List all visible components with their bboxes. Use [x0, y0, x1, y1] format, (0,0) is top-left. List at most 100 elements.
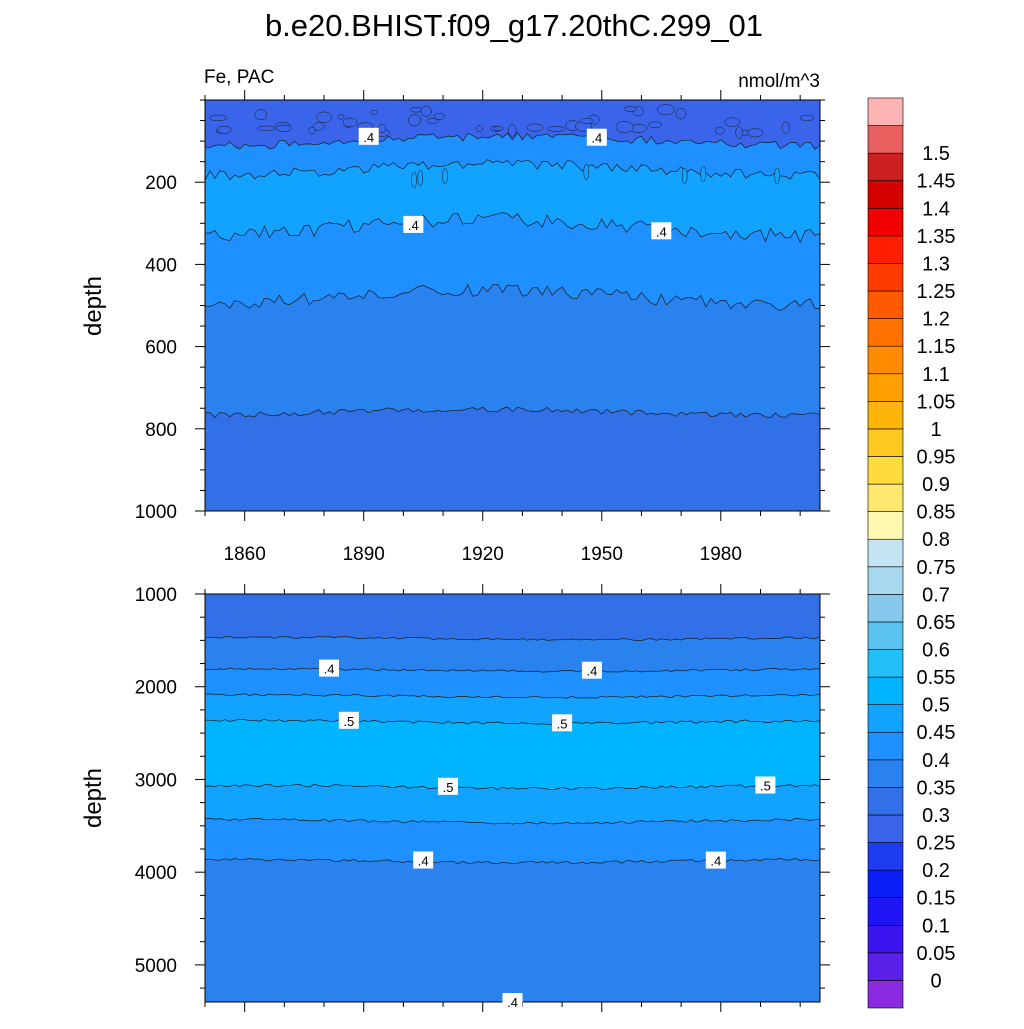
colorbar-swatch	[867, 980, 904, 1009]
contour-label-box	[705, 851, 726, 869]
colorbar-tick-label: 0.8	[922, 529, 950, 551]
surface-contour-blob	[781, 121, 790, 134]
surface-contour-blob	[735, 126, 743, 139]
colorbar-tick-label: 0.75	[917, 557, 956, 579]
subsurface-contour-blob	[442, 167, 448, 185]
colorbar-swatch	[867, 318, 904, 347]
surface-contour-blob	[615, 120, 634, 134]
surface-contour-blob	[547, 126, 566, 132]
subsurface-contour-blob	[774, 167, 780, 185]
contour-label: .5	[443, 780, 454, 795]
y-tick-label: 3000	[135, 770, 177, 791]
colorbar-tick-label: 0.9	[922, 474, 950, 496]
surface-contour-blob	[714, 126, 725, 135]
colorbar-swatch	[867, 483, 904, 512]
colorbar-tick-label: 0.95	[917, 447, 956, 469]
colorbar-tick-label: 0.65	[917, 612, 956, 634]
colorbar-swatch	[867, 97, 904, 126]
colorbar-swatch	[867, 759, 904, 788]
colorbar-tick-label: 0.55	[917, 667, 956, 689]
colorbar-tick-label: 1.1	[922, 364, 950, 386]
colorbar-swatch	[867, 373, 904, 402]
contour-label-group: .4	[358, 127, 379, 145]
y-tick-label: 4000	[135, 863, 177, 884]
colorbar-swatch	[867, 787, 904, 816]
y-tick-label: 200	[145, 173, 177, 194]
colorbar-swatch	[867, 511, 904, 540]
colorbar-tick-label: 0.15	[917, 888, 956, 910]
upper-ocean-contour-line	[204, 159, 821, 181]
contour-label-group: .4	[581, 661, 602, 679]
colorbar-swatch	[867, 538, 904, 568]
colorbar-swatch	[867, 180, 904, 209]
colorbar-swatch	[867, 566, 904, 595]
contour-label: .4	[710, 854, 721, 869]
colorbar-tick-label: 1.45	[917, 171, 956, 193]
colorbar: 0 0.05 0.1 0.15 0.2 0.25 0.3 0.35 0.4 0.45 0.5 0.55…	[867, 97, 956, 1009]
colorbar-tick-label: 1.3	[922, 254, 950, 276]
colorbar-swatch	[867, 897, 904, 926]
surface-contour-blob	[492, 126, 504, 131]
surface-contour-blob	[648, 121, 662, 128]
colorbar-tick-label: 0.1	[922, 915, 950, 937]
colorbar-swatch	[867, 235, 904, 264]
x-tick-label: 1980	[700, 544, 742, 565]
contour-label: .5	[760, 779, 771, 794]
colorbar-swatch	[867, 125, 904, 154]
colorbar-swatch	[867, 952, 904, 981]
contour-label: .4	[591, 131, 602, 146]
surface-contour-blob	[507, 124, 517, 137]
upper-ocean-band-5	[204, 406, 821, 512]
surface-contour-blob	[337, 114, 345, 120]
contour-label: .4	[418, 854, 429, 869]
colorbar-swatch	[867, 152, 904, 182]
colorbar-tick-label: 1.25	[917, 281, 956, 303]
colorbar-swatch	[867, 704, 904, 733]
contour-label-box	[403, 215, 424, 233]
colorbar-tick-label: 0.05	[917, 943, 956, 965]
contour-label: .5	[343, 714, 354, 729]
deep-ocean-band-7	[204, 857, 821, 1003]
units-label: nmol/m^3	[738, 71, 820, 92]
surface-contour-blob	[257, 125, 276, 131]
contour-label-group: .4	[413, 851, 434, 869]
subsurface-contour-blob	[411, 171, 417, 189]
x-tick-label: 1890	[343, 544, 385, 565]
colorbar-tick-label: 0.35	[917, 777, 956, 799]
contour-label-box	[319, 659, 339, 677]
contour-label-box	[413, 851, 434, 869]
figure-title: b.e20.BHIST.f09_g17.20thC.299_01	[265, 8, 763, 43]
y-tick-label: 2000	[135, 678, 177, 699]
colorbar-swatch	[867, 649, 904, 678]
deep-ocean-contour-line	[205, 718, 821, 725]
contour-label: .4	[507, 995, 518, 1010]
colorbar-tick-label: 0.2	[922, 860, 950, 882]
surface-contour-blob	[526, 123, 544, 132]
colorbar-tick-label: 1.05	[917, 391, 956, 413]
upper-ocean-contour-line	[204, 131, 821, 150]
surface-contour-blob	[275, 124, 292, 132]
deep-ocean-band-4	[204, 718, 821, 791]
surface-contour-blob	[217, 125, 232, 134]
colorbar-swatch	[867, 869, 904, 898]
contour-label-group: .4	[502, 993, 523, 1010]
colorbar-swatch	[867, 594, 904, 623]
surface-contour-blob	[420, 105, 432, 117]
contour-label: .5	[557, 716, 568, 731]
contour-label-box	[338, 711, 359, 729]
contour-label: .4	[408, 218, 419, 233]
x-tick-label: 1950	[581, 544, 623, 565]
colorbar-tick-label: 1.15	[917, 336, 956, 358]
colorbar-swatch	[867, 842, 904, 871]
contour-label-box	[651, 222, 672, 240]
deep-ocean-contour-line	[204, 667, 821, 673]
contour-label-group: .5	[552, 714, 573, 732]
deep-ocean-contour-line	[204, 818, 821, 825]
y-tick-label: 400	[145, 255, 177, 276]
contour-label-box	[586, 128, 607, 146]
colorbar-swatch	[867, 208, 904, 237]
y-tick-label: 1000	[135, 502, 177, 523]
colorbar-tick-label: 0.3	[922, 805, 950, 827]
